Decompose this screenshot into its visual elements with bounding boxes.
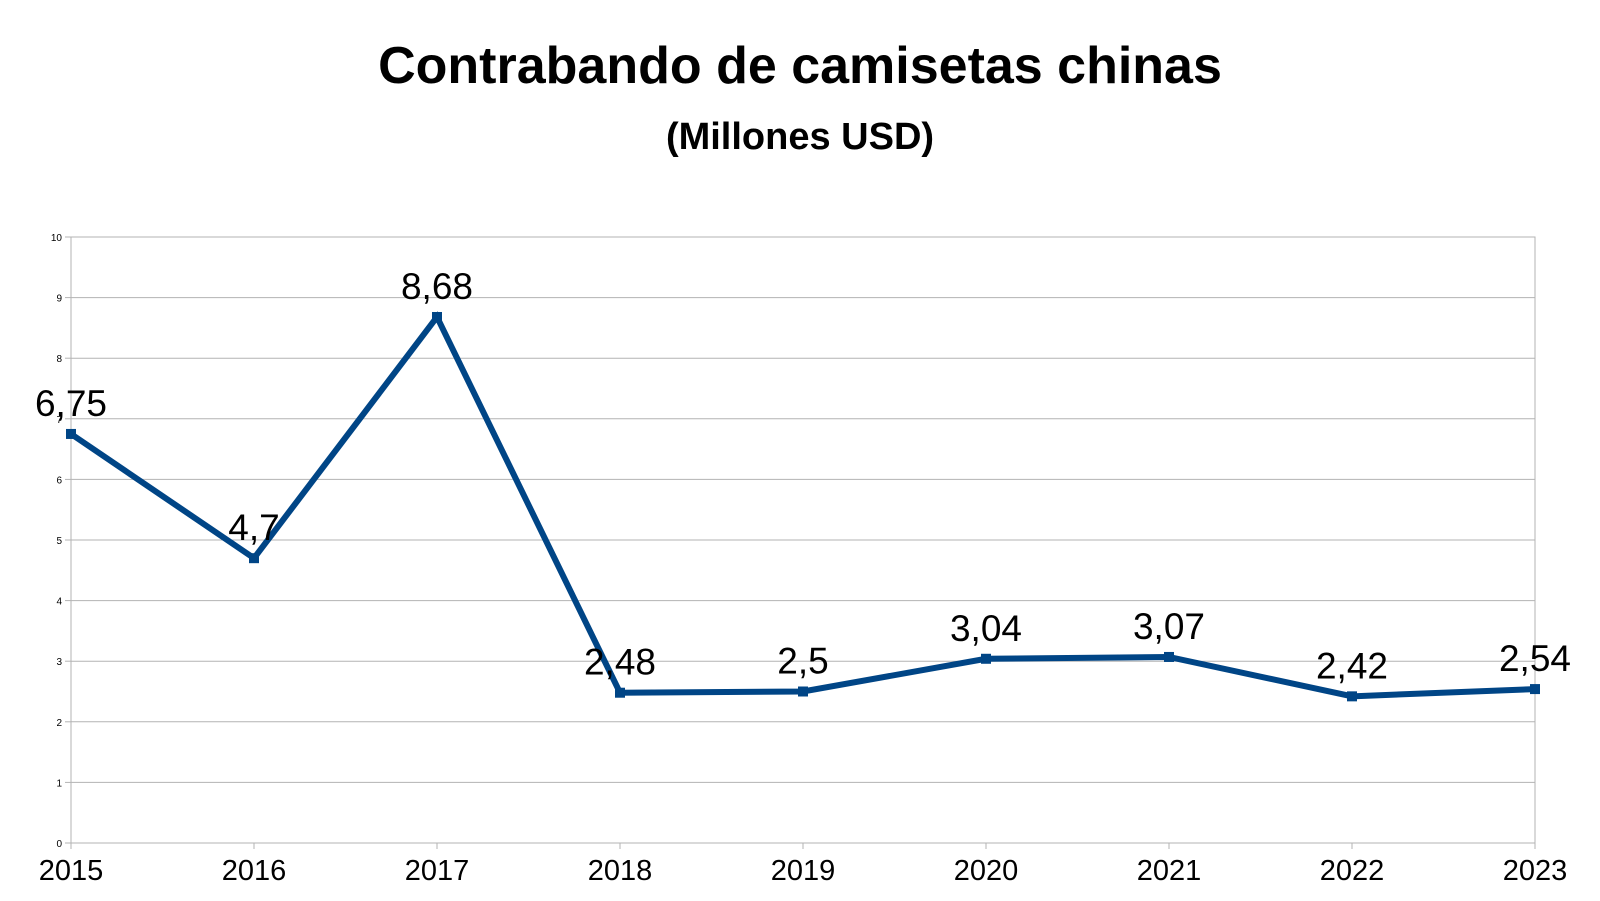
data-point [66,428,76,439]
xtick-label: 2021 [1137,855,1202,887]
xtick-label: 2015 [39,855,104,887]
gridlines [71,297,1535,783]
data-labels: 6,75 4,7 8,68 2,48 2,5 3,04 3,07 2,42 2,54 [35,266,1571,686]
data-label: 2,48 [584,642,656,683]
ytick-label: 9 [56,294,62,305]
axes: 0 1 2 3 4 5 6 7 8 9 10 2015 2016 2017 2018 2019 2020 2021… [39,233,1568,887]
ytick-label: 5 [56,536,62,547]
xtick-label: 2016 [222,855,287,887]
data-point [798,686,808,697]
data-point [1164,651,1174,662]
ytick-label: 3 [56,657,62,668]
data-label: 2,5 [777,641,828,682]
xtick-label: 2018 [588,855,653,887]
xtick-label: 2020 [954,855,1019,887]
series [66,311,1540,702]
data-point [1347,691,1357,702]
data-label: 6,75 [35,383,107,424]
chart-title: Contrabando de camisetas chinas [378,37,1222,95]
ytick-label: 7 [56,415,62,426]
data-label: 3,07 [1133,606,1205,647]
ytick-label: 0 [56,839,62,850]
ytick-label: 4 [56,597,62,608]
ytick-label: 2 [56,718,62,729]
ytick-label: 8 [56,354,62,365]
data-point [249,553,259,564]
data-label: 4,7 [228,507,279,548]
data-label: 2,42 [1316,645,1388,686]
xtick-label: 2022 [1320,855,1385,887]
data-label: 3,04 [950,608,1022,649]
ytick-label: 10 [51,233,63,244]
data-point [615,687,625,698]
data-point [981,653,991,664]
data-label: 2,54 [1499,638,1571,679]
xtick-label: 2017 [405,855,470,887]
data-point [432,311,442,322]
data-label: 8,68 [401,266,473,307]
ytick-label: 1 [56,778,62,789]
data-point [1530,684,1540,695]
xtick-label: 2019 [771,855,836,887]
xtick-label: 2023 [1503,855,1568,887]
ytick-label: 6 [56,475,62,486]
chart-subtitle: (Millones USD) [665,116,935,158]
